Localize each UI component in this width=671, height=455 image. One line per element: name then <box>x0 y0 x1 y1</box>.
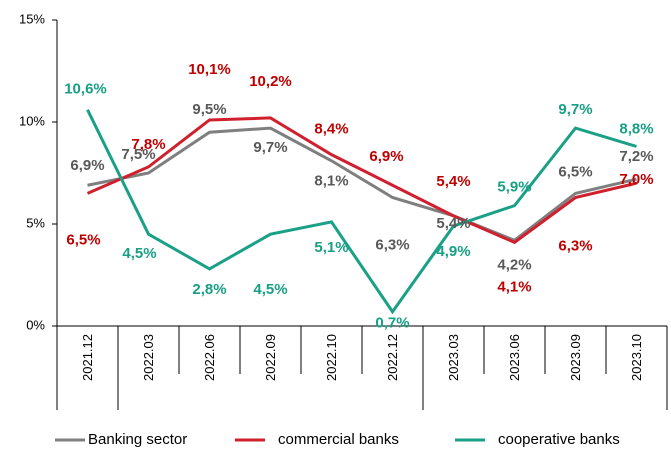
y-tick-label: 15% <box>19 11 45 26</box>
data-label: 9,5% <box>192 101 226 118</box>
data-label: 5,4% <box>436 215 470 232</box>
data-label: 6,3% <box>558 237 592 254</box>
data-label: 9,7% <box>253 139 287 156</box>
data-label: 8,8% <box>619 120 653 137</box>
data-label: 5,9% <box>497 179 531 196</box>
data-label: 4,2% <box>497 256 531 273</box>
data-label: 6,5% <box>66 231 100 248</box>
x-tick-label: 2023.03 <box>446 334 461 381</box>
data-label: 0,7% <box>375 315 409 332</box>
data-label: 10,2% <box>249 73 292 90</box>
legend-label: cooperative banks <box>498 431 620 448</box>
series-line <box>86 109 637 315</box>
legend-label: Banking sector <box>88 431 187 448</box>
data-label: 7,0% <box>619 171 653 188</box>
data-label: 10,6% <box>64 81 107 98</box>
data-label: 2,8% <box>192 281 226 298</box>
x-tick-label: 2022.09 <box>263 334 278 381</box>
data-label: 7,8% <box>131 136 165 153</box>
y-tick-label: 5% <box>26 215 45 230</box>
data-label: 6,9% <box>369 148 403 165</box>
data-label: 4,1% <box>497 278 531 295</box>
series-line <box>86 116 637 245</box>
data-label: 8,4% <box>314 121 348 138</box>
data-label: 5,1% <box>314 239 348 256</box>
data-label: 10,1% <box>188 61 231 78</box>
data-label: 4,5% <box>253 281 287 298</box>
legend-label: commercial banks <box>278 431 399 448</box>
data-label: 6,3% <box>375 236 409 253</box>
data-label: 7,5% <box>121 146 155 163</box>
x-tick-label: 2021.12 <box>80 334 95 381</box>
data-label: 6,5% <box>558 163 592 180</box>
data-label: 8,1% <box>314 173 348 190</box>
y-tick-label: 0% <box>26 317 45 332</box>
data-label: 9,7% <box>558 101 592 118</box>
x-tick-label: 2022.03 <box>141 334 156 381</box>
x-tick-label: 2022.06 <box>202 334 217 381</box>
y-tick-label: 10% <box>19 113 45 128</box>
x-tick-label: 2023.10 <box>629 334 644 381</box>
x-tick-label: 2022.10 <box>324 334 339 381</box>
data-label: 7,2% <box>619 148 653 165</box>
data-label: 6,9% <box>70 157 104 174</box>
x-tick-label: 2022.12 <box>385 334 400 381</box>
series-line <box>87 126 637 243</box>
data-label: 4,5% <box>122 245 156 262</box>
x-tick-label: 2023.09 <box>568 334 583 381</box>
data-label: 5,4% <box>436 173 470 190</box>
x-tick-label: 2023.06 <box>507 334 522 381</box>
data-label: 4,9% <box>436 243 470 260</box>
